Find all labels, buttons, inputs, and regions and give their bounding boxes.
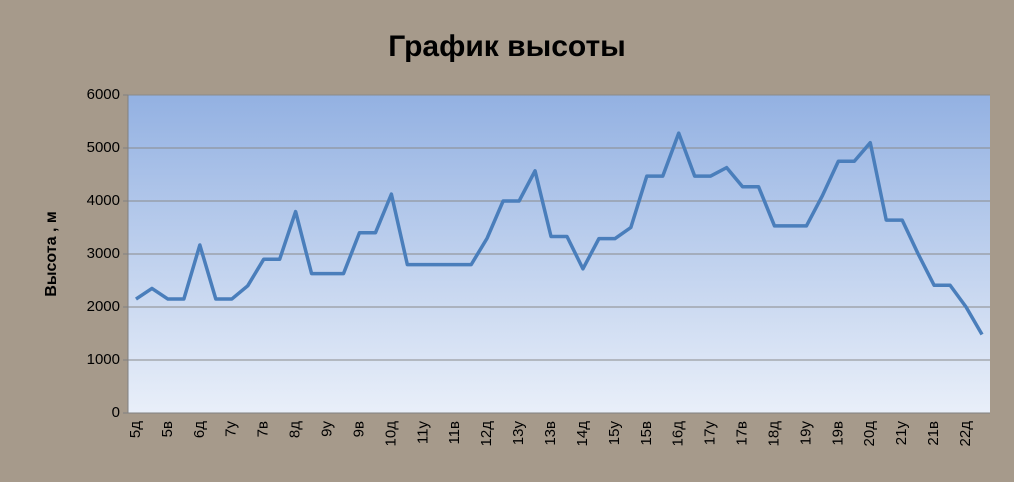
x-tick-label: 7у — [223, 421, 240, 437]
x-tick-label: 15в — [638, 421, 655, 446]
x-tick-label: 8д — [287, 421, 304, 438]
x-tick-label: 17у — [702, 421, 719, 446]
x-tick-label: 17в — [734, 421, 751, 446]
y-tick-label: 6000 — [87, 86, 120, 103]
y-tick-label: 0 — [112, 404, 120, 421]
x-tick-label: 5в — [159, 421, 176, 437]
x-tick-label: 18д — [765, 421, 782, 447]
x-tick-label: 16д — [670, 421, 687, 447]
x-tick-label: 6д — [191, 421, 208, 438]
x-tick-label: 11в — [446, 421, 463, 445]
line-series — [135, 131, 984, 336]
y-tick-label: 4000 — [87, 192, 120, 209]
x-tick-label: 9в — [350, 421, 367, 437]
x-tick-label: 20д — [861, 421, 878, 447]
y-tick-label: 1000 — [87, 351, 120, 368]
x-tick-label: 15у — [606, 421, 623, 446]
x-tick-label: 19в — [829, 421, 846, 446]
x-tick-label: 7в — [255, 421, 272, 437]
x-tick-label: 13у — [510, 421, 527, 446]
y-tick-label: 5000 — [87, 139, 120, 156]
x-tick-label: 19у — [797, 421, 814, 446]
x-tick-label: 13в — [542, 421, 559, 446]
y-tick-label: 3000 — [87, 245, 120, 262]
x-tick-label: 5д — [127, 421, 144, 438]
y-tick-label: 2000 — [87, 298, 120, 315]
x-tick-label: 9у — [319, 421, 336, 437]
x-tick-label: 14д — [574, 421, 591, 447]
x-tick-label: 21у — [893, 421, 910, 446]
x-tick-label: 21в — [925, 421, 942, 446]
x-tick-label: 10д — [382, 421, 399, 447]
x-tick-label: 22д — [957, 421, 974, 447]
x-tick-label: 12д — [478, 421, 495, 447]
chart-title: График высоты — [388, 30, 626, 63]
y-axis-label: Высота , м — [43, 211, 60, 296]
x-tick-label: 11у — [414, 421, 431, 445]
